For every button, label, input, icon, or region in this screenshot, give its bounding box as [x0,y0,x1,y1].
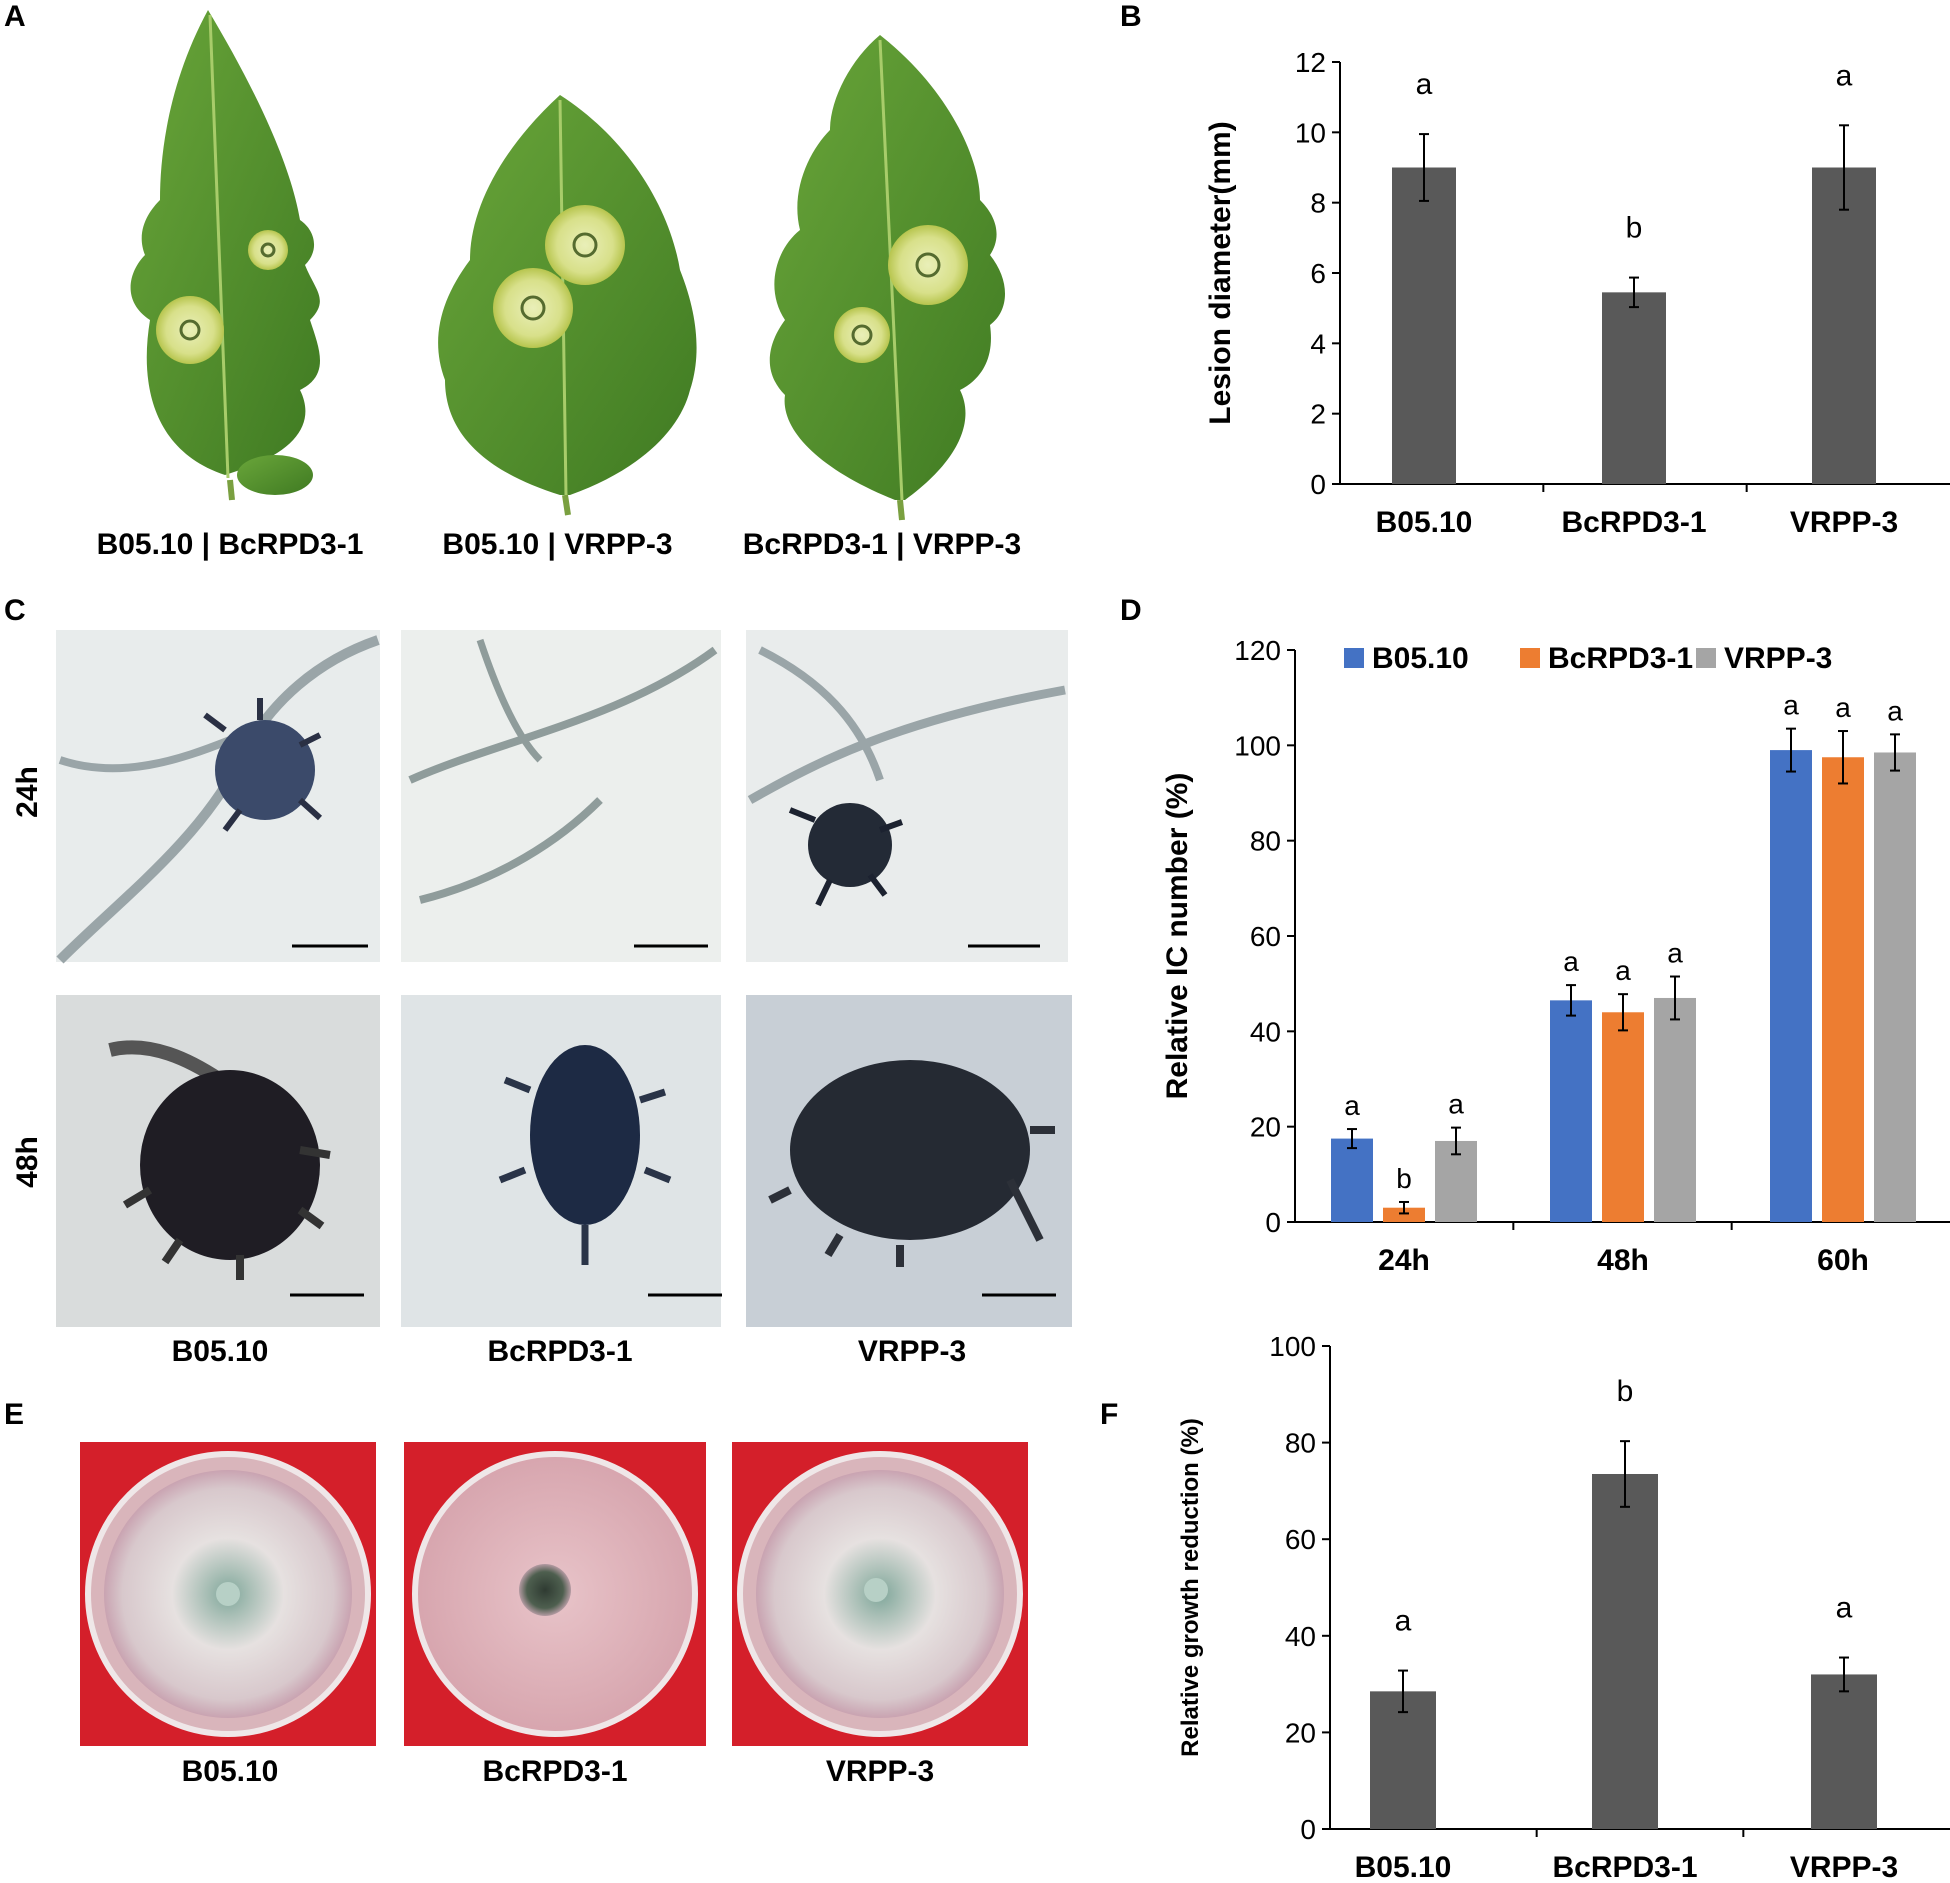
chart-b-y-tick-label: 2 [1310,399,1326,430]
chart-f-x-tick-label: B05.10 [1355,1851,1452,1883]
plate-vrpp3 [732,1442,1028,1746]
panel-label-b: B [1120,0,1142,33]
chart-d-bar-BcRPD3-1-48h [1602,1012,1644,1222]
panel-a-caption-1: B05.10 | BcRPD3-1 [96,528,364,561]
chart-f-bar-BcRPD3-1 [1592,1473,1658,1829]
chart-d-y-tick-label: 120 [1234,635,1281,666]
panel-a-caption-2: B05.10 | VRPP-3 [442,528,673,561]
panel-label-a: A [4,0,26,33]
chart-d-significance-letter: a [1448,1089,1464,1120]
chart-b-bar-BcRPD3-1 [1602,292,1666,484]
chart-d-bar-VRPP-3-60h [1874,752,1916,1222]
chart-d-significance-letter: a [1887,695,1903,726]
plate-b0510 [80,1442,376,1746]
leaf-2 [438,95,697,516]
chart-b-x-tick-label: BcRPD3-1 [1561,506,1706,539]
panel-label-e: E [4,1398,25,1431]
chart-d-x-tick-label: 48h [1597,1244,1649,1277]
panel-a-caption-3: BcRPD3-1 | VRPP-3 [742,528,1022,561]
chart-f-y-tick-label: 60 [1285,1524,1316,1555]
chart-b-x-tick-label: VRPP-3 [1790,506,1898,539]
chart-b-y-tick-label: 8 [1310,188,1326,219]
chart-f-y-tick-label: 40 [1285,1621,1316,1652]
chart-d-y-tick-label: 20 [1250,1112,1281,1143]
chart-d-legend-label: BcRPD3-1 [1548,642,1693,675]
chart-d-y-tick-label: 100 [1234,730,1281,761]
plate-bcrpd3 [404,1442,706,1746]
chart-b-y-tick-label: 6 [1310,258,1326,289]
micrograph-24h-vrpp3 [746,630,1068,962]
chart-d-y-tick-label: 40 [1250,1016,1281,1047]
chart-d-y-tick-label: 80 [1250,826,1281,857]
chart-f-y-tick-label: 100 [1269,1331,1316,1362]
chart-d-legend-swatch [1696,648,1716,668]
micrograph-48h-vrpp3 [746,995,1072,1327]
chart-d-bar-VRPP-3-24h [1435,1140,1477,1222]
chart-d-bar-B05.10-24h [1331,1138,1373,1222]
chart-d-legend-swatch [1520,648,1540,668]
chart-d-bar-B05.10-60h [1770,750,1812,1222]
chart-d-x-tick-label: 24h [1378,1244,1430,1277]
micrograph-24h-b0510 [56,630,380,964]
panel-label-f: F [1100,1398,1119,1431]
chart-d-y-tick-label: 60 [1250,921,1281,952]
chart-b-significance-letter: a [1836,59,1853,92]
leaf-1 [130,10,320,501]
chart-d-significance-letter: a [1344,1090,1360,1121]
panel-e-plates [80,1442,1028,1746]
panel-e-caption-1: B05.10 [181,1755,279,1788]
panel-c-caption-1: B05.10 [171,1335,269,1368]
chart-f-y-tick-label: 80 [1285,1428,1316,1459]
micrograph-48h-b0510 [56,995,380,1327]
chart-b-significance-letter: b [1626,212,1643,245]
chart-d-bar-BcRPD3-1-60h [1822,757,1864,1222]
chart-f-x-tick-label: VRPP-3 [1790,1851,1898,1883]
chart-b-y-tick-label: 12 [1295,47,1326,78]
chart-f-y-axis-label: Relative growth reduction (%) [1177,1418,1204,1757]
micrograph-48h-bcrpd3 [401,995,722,1327]
chart-b-bar-VRPP-3 [1812,167,1876,484]
panel-c-microscopy [56,630,1072,1327]
chart-d-y-axis-label: Relative IC number (%) [1161,773,1194,1100]
chart-b-significance-letter: a [1416,68,1433,101]
chart-d-significance-letter: a [1783,690,1799,721]
chart-d-x-tick-label: 60h [1817,1244,1869,1277]
panel-c-caption-3: VRPP-3 [857,1335,967,1368]
chart-f-y-tick-label: 0 [1300,1814,1316,1845]
chart-b-y-axis-label: Lesion diameter(mm) [1204,121,1237,424]
chart-d-y-tick-label: 0 [1265,1207,1281,1238]
chart-f-bar-B05.10 [1370,1691,1436,1829]
chart-d-legend-swatch [1344,648,1364,668]
chart-b-y-tick-label: 4 [1310,328,1326,359]
panel-e-caption-3: VRPP-3 [825,1755,935,1788]
chart-d-bar-B05.10-48h [1550,1000,1592,1222]
chart-f-bar-VRPP-3 [1811,1674,1877,1829]
chart-d-significance-letter: a [1615,955,1631,986]
leaf-3 [769,35,1005,521]
chart-b-bar-B05.10 [1392,167,1456,484]
chart-b-y-tick-label: 0 [1310,469,1326,500]
chart-d-significance-letter: a [1563,946,1579,977]
chart-f-x-tick-label: BcRPD3-1 [1552,1851,1697,1883]
chart-d-bar-BcRPD3-1-24h [1383,1207,1425,1222]
panel-label-d: D [1120,594,1142,627]
chart-f-significance-letter: b [1617,1375,1634,1408]
chart-f-significance-letter: a [1395,1605,1412,1638]
chart-b-x-tick-label: B05.10 [1376,506,1473,539]
micrograph-24h-bcrpd3 [401,630,721,962]
panel-label-c: C [4,594,26,627]
chart-d-legend-label: B05.10 [1372,642,1469,675]
chart-f-significance-letter: a [1836,1592,1853,1625]
chart-d-bar-VRPP-3-48h [1654,997,1696,1222]
chart-d-significance-letter: b [1396,1163,1412,1194]
panel-a-leaf-photos [130,10,1005,521]
chart-f-y-tick-label: 20 [1285,1717,1316,1748]
chart-b-y-tick-label: 10 [1295,117,1326,148]
panel-c-caption-2: BcRPD3-1 [487,1335,633,1368]
chart-d-legend-label: VRPP-3 [1724,642,1832,675]
panel-e-caption-2: BcRPD3-1 [482,1755,628,1788]
chart-d-significance-letter: a [1667,938,1683,969]
chart-d-significance-letter: a [1835,692,1851,723]
